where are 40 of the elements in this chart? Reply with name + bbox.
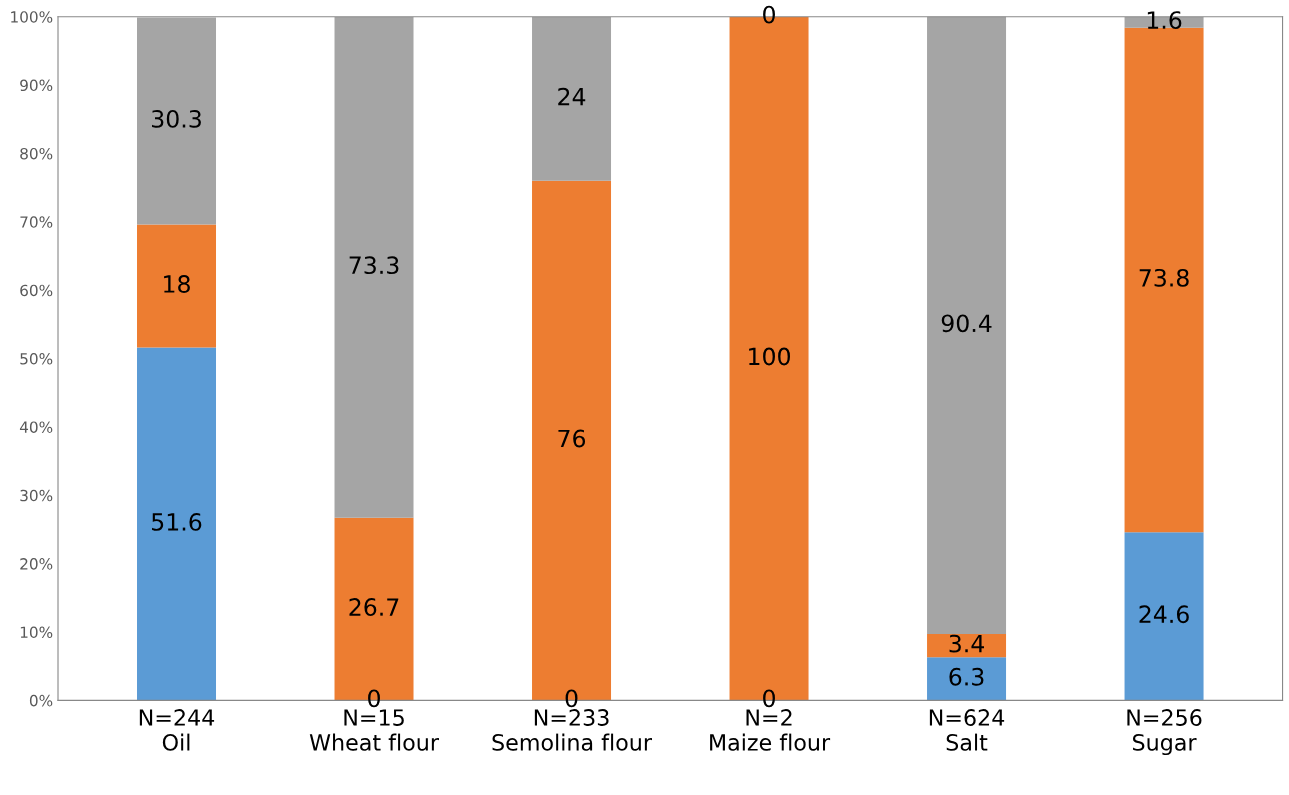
y-tick-label: 60%: [20, 284, 53, 297]
data-label: 24.6: [1139, 605, 1189, 624]
bar: [137, 224, 217, 348]
x-tick-label: N=244 Oil: [139, 709, 215, 751]
y-tick-label: 20%: [20, 558, 53, 570]
data-label: 100: [749, 347, 790, 366]
bar: [1124, 27, 1204, 533]
x-tick-label: N=624 Salt: [929, 709, 1005, 751]
data-label: 30.3: [152, 109, 201, 128]
data-label: 18: [164, 275, 190, 293]
x-tick-label: N=2 Maize flour: [710, 709, 831, 751]
y-tick-label: 80%: [20, 147, 53, 160]
y-tick-label: 0%: [29, 694, 53, 707]
bar: [137, 17, 217, 225]
x-tick-label: N=15 Wheat flour: [309, 709, 439, 751]
data-label: 76: [558, 429, 586, 448]
bar: [927, 657, 1007, 701]
bar: [1124, 532, 1204, 701]
bar: [334, 16, 414, 518]
data-label: 3.4: [949, 634, 984, 653]
y-tick-label: 50%: [20, 353, 53, 365]
bar: [927, 16, 1007, 635]
bar: [532, 16, 612, 181]
y-tick-label: 10%: [20, 626, 53, 639]
data-label: 26.7: [349, 598, 399, 616]
data-label: 6.3: [949, 667, 984, 686]
y-tick-label: 70%: [20, 216, 53, 228]
bar: [137, 347, 217, 701]
data-label: 73.8: [1139, 268, 1189, 287]
y-tick-label: 90%: [20, 79, 53, 92]
y-tick-label: 40%: [19, 421, 53, 433]
x-tick-label: N=256 Sugar: [1127, 709, 1202, 756]
data-label: 51.6: [152, 512, 202, 531]
y-tick-label: 100%: [11, 11, 53, 23]
data-label: 90.4: [941, 314, 992, 333]
data-label: 73.3: [349, 256, 399, 275]
data-label: 24: [558, 87, 586, 106]
x-tick-label: N=233 Semolina flour: [492, 709, 652, 751]
data-label: 1.6: [1147, 11, 1182, 30]
y-tick-label: 30%: [20, 489, 53, 502]
